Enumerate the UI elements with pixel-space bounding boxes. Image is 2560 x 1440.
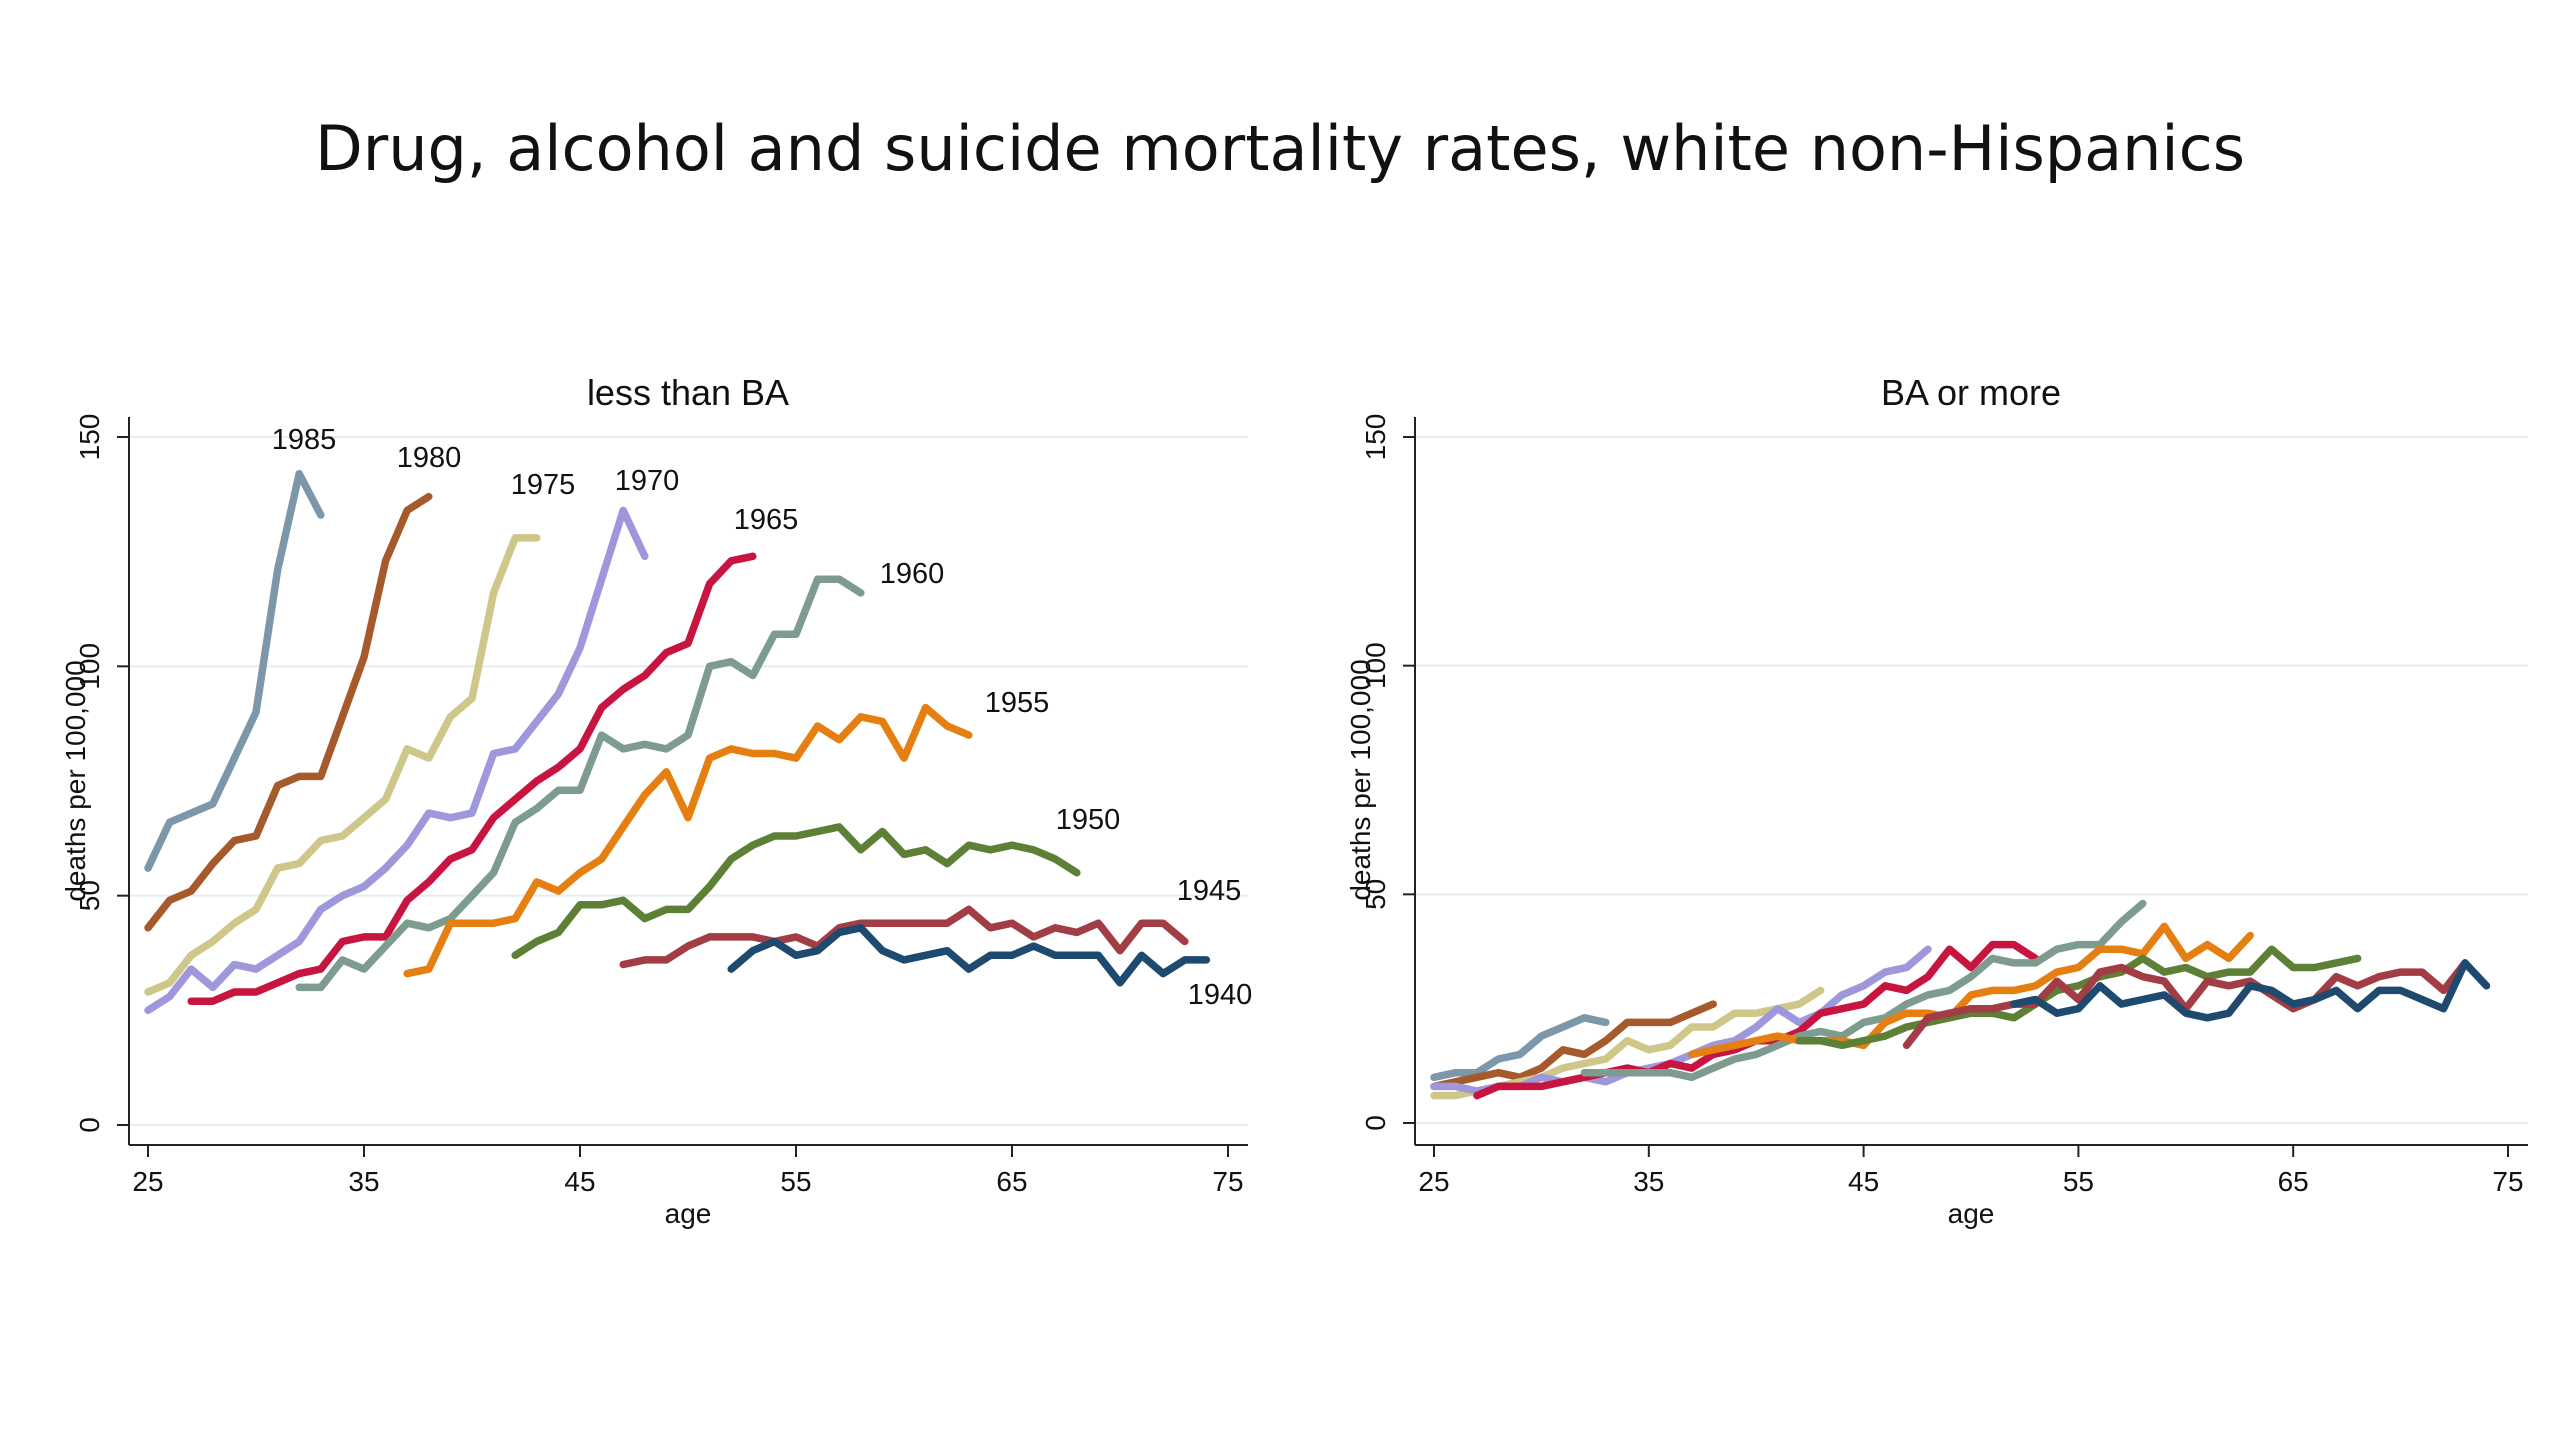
slide-title: Drug, alcohol and suicide mortality rate… <box>314 112 2246 185</box>
series-label: 1975 <box>511 469 576 501</box>
x-tick-label: 45 <box>1848 1166 1879 1197</box>
x-tick-label: 75 <box>2492 1166 2523 1197</box>
x-axis-label: age <box>665 1198 712 1229</box>
chart-panel-2: BA or more 0 50 100 150 25 35 45 55 65 75 age deaths… <box>1345 372 2528 1229</box>
y-tick-label: 150 <box>1360 414 1391 461</box>
y-tick-label: 50 <box>74 880 105 911</box>
series-label: 1970 <box>615 465 680 497</box>
x-tick-label: 65 <box>996 1166 1027 1197</box>
series-label: 1950 <box>1056 804 1121 836</box>
x-axis-label: age <box>1948 1198 1995 1229</box>
series-line-1975 <box>144 534 541 996</box>
x-tick-label: 75 <box>1212 1166 1243 1197</box>
y-tick-label: 50 <box>1360 879 1391 910</box>
chart-panel-1: less than BA 0 50 100 150 25 35 45 55 65 75 age deat… <box>60 372 1252 1229</box>
x-tick-label: 25 <box>1418 1166 1449 1197</box>
series-label: 1965 <box>734 504 799 536</box>
series-label: 1940 <box>1188 979 1253 1011</box>
x-tick-label: 55 <box>2063 1166 2094 1197</box>
series-line-cohort-10 <box>2010 959 2491 1022</box>
y-axis-label: deaths per 100,000 <box>1345 659 1376 900</box>
series-line-cohort-1 <box>1430 1014 1610 1082</box>
y-axis-label: deaths per 100,000 <box>60 660 91 901</box>
series-line-1985 <box>144 469 325 872</box>
series-line-cohort-9 <box>1902 959 2469 1050</box>
series-line-1955 <box>403 703 973 978</box>
y-tick-label: 0 <box>74 1117 105 1133</box>
x-tick-label: 35 <box>1633 1166 1664 1197</box>
x-tick-label: 65 <box>2278 1166 2309 1197</box>
series-label: 1945 <box>1177 875 1242 907</box>
panel-title: less than BA <box>587 372 789 413</box>
series-line-1945 <box>619 905 1189 969</box>
y-tick-label: 100 <box>1360 642 1391 689</box>
x-tick-label: 45 <box>564 1166 595 1197</box>
series-label: 1985 <box>272 424 337 456</box>
series-line-1970 <box>144 506 649 1015</box>
series-line-cohort-2 <box>1430 1000 1717 1091</box>
y-tick-label: 150 <box>74 414 105 461</box>
series-label: 1980 <box>397 442 462 474</box>
series-label: 1955 <box>985 687 1050 719</box>
series-line-cohort-8 <box>1795 945 2362 1050</box>
series-label: 1960 <box>880 558 945 590</box>
x-tick-label: 55 <box>780 1166 811 1197</box>
series-line-cohort-6 <box>1580 899 2147 1082</box>
series-line-1940 <box>727 924 1211 987</box>
panel-title: BA or more <box>1881 372 2061 413</box>
x-tick-label: 25 <box>132 1166 163 1197</box>
x-tick-label: 35 <box>348 1166 379 1197</box>
series-line-1950 <box>511 823 1081 960</box>
series-line-1965 <box>187 552 757 1005</box>
series-line-cohort-7 <box>1688 922 2254 1059</box>
y-tick-label: 100 <box>74 643 105 690</box>
series-line-1980 <box>144 492 433 932</box>
y-tick-label: 0 <box>1360 1115 1391 1131</box>
series-line-1960 <box>295 575 865 992</box>
